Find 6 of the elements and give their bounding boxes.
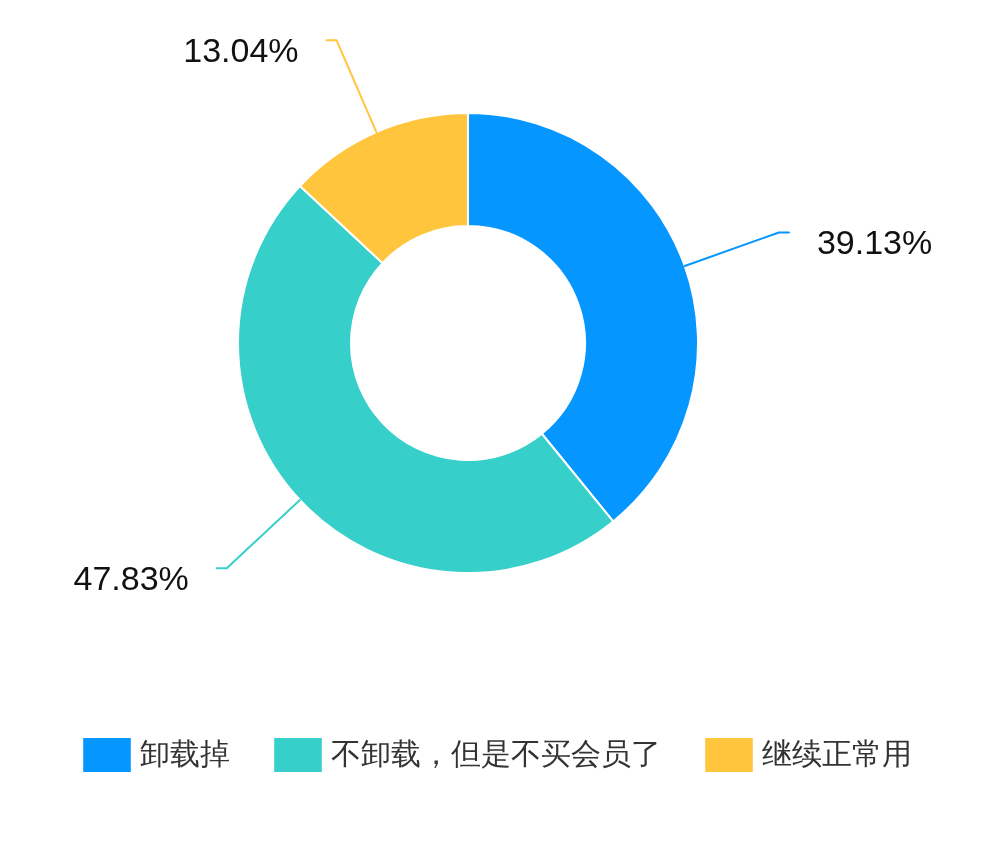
data-label: 47.83% xyxy=(73,559,189,598)
data-label: 39.13% xyxy=(816,223,933,262)
legend-label: 卸载掉 xyxy=(140,737,230,770)
legend-label: 不卸载，但是不买会员了 xyxy=(331,737,661,770)
legend-label: 继续正常用 xyxy=(762,737,912,770)
data-label: 13.04% xyxy=(183,31,299,70)
